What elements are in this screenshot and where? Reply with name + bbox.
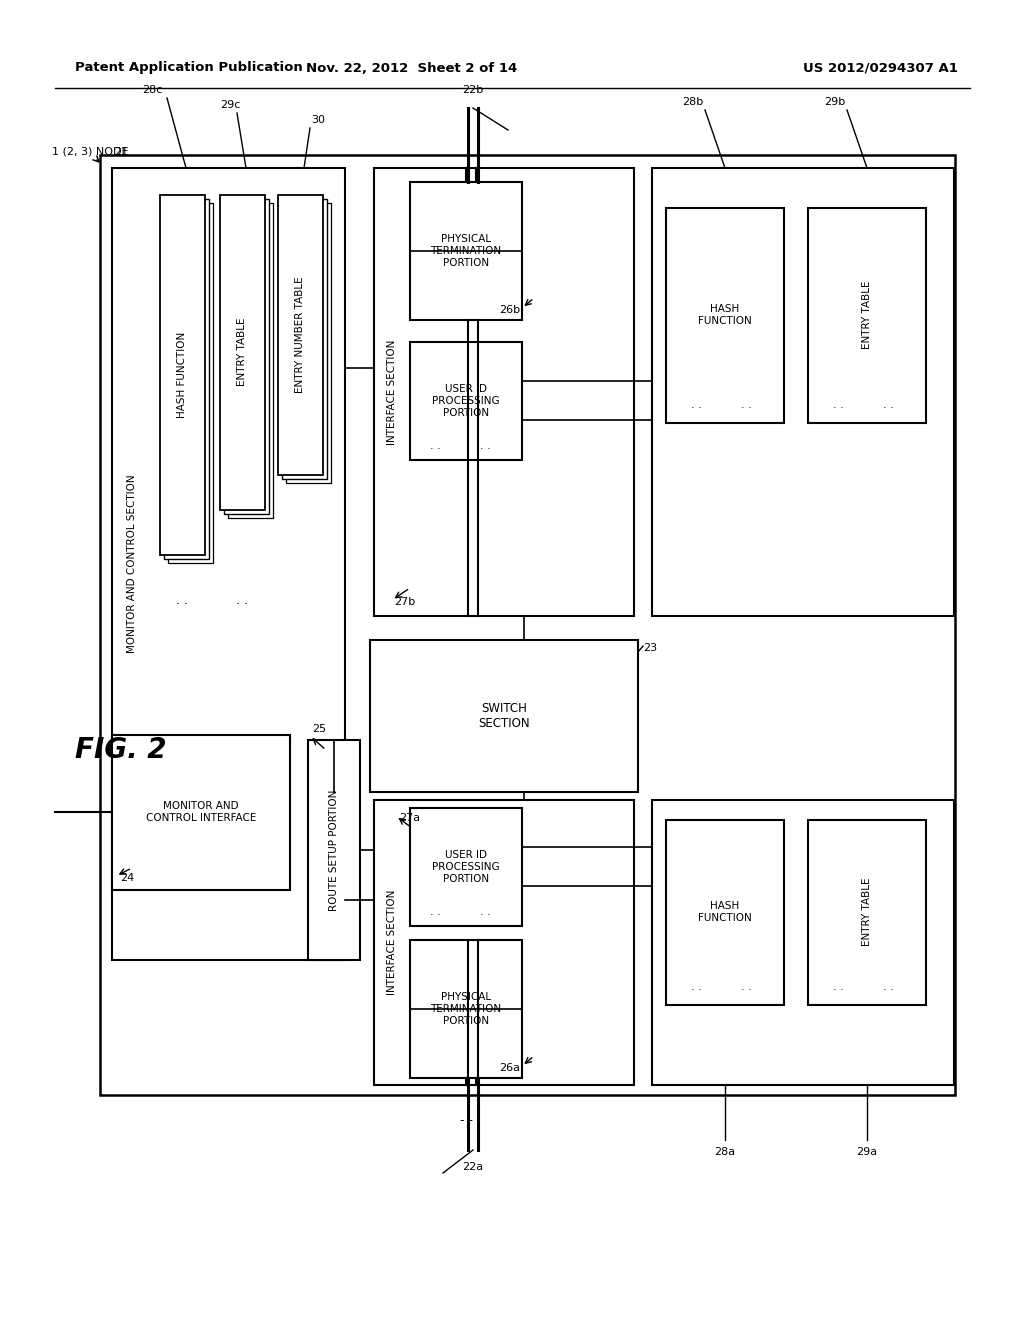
Text: ENTRY TABLE: ENTRY TABLE	[237, 318, 247, 387]
Text: . .: . .	[176, 594, 188, 606]
Bar	[652, 168, 954, 616]
Bar	[374, 168, 634, 616]
Bar	[286, 203, 331, 483]
Text: SWITCH
SECTION: SWITCH SECTION	[478, 702, 529, 730]
Bar	[224, 199, 269, 513]
Bar	[370, 640, 638, 792]
Text: MONITOR AND CONTROL SECTION: MONITOR AND CONTROL SECTION	[127, 475, 137, 653]
Text: ENTRY TABLE: ENTRY TABLE	[862, 878, 872, 946]
Text: . .: . .	[740, 400, 752, 411]
Text: 1 (2, 3) NODE: 1 (2, 3) NODE	[52, 147, 128, 157]
Bar	[410, 342, 522, 459]
Text: 25: 25	[312, 723, 326, 734]
Text: FIG. 2: FIG. 2	[75, 737, 167, 764]
Text: 23: 23	[643, 643, 657, 653]
Text: PHYSICAL
TERMINATION
PORTION: PHYSICAL TERMINATION PORTION	[430, 235, 502, 268]
Bar	[410, 940, 522, 1078]
Text: 29c: 29c	[220, 100, 241, 110]
Text: HASH
FUNCTION: HASH FUNCTION	[698, 902, 752, 923]
Bar	[808, 820, 926, 1005]
Text: . .: . .	[833, 400, 844, 411]
Text: . .: . .	[430, 907, 440, 917]
Text: 26b: 26b	[499, 305, 520, 315]
Bar	[808, 209, 926, 422]
Text: - -: - -	[460, 454, 472, 466]
Text: ROUTE SETUP PORTION: ROUTE SETUP PORTION	[329, 789, 339, 911]
Bar	[112, 735, 290, 890]
Text: Patent Application Publication: Patent Application Publication	[75, 62, 303, 74]
Text: 26a: 26a	[499, 1063, 520, 1073]
Bar	[228, 203, 273, 517]
Text: 28a: 28a	[715, 1147, 735, 1158]
Text: 28b: 28b	[682, 96, 703, 107]
Text: 27a: 27a	[399, 813, 420, 822]
Bar	[666, 820, 784, 1005]
Text: . .: . .	[430, 441, 440, 451]
Text: - -: - -	[460, 1114, 472, 1126]
Text: . .: . .	[690, 400, 701, 411]
Text: 29a: 29a	[856, 1147, 878, 1158]
Text: . .: . .	[883, 982, 893, 993]
Text: US 2012/0294307 A1: US 2012/0294307 A1	[803, 62, 957, 74]
Text: 21: 21	[114, 147, 128, 157]
Text: MONITOR AND
CONTROL INTERFACE: MONITOR AND CONTROL INTERFACE	[145, 801, 256, 822]
Text: 30: 30	[311, 115, 325, 125]
Bar	[220, 195, 265, 510]
Text: 22a: 22a	[463, 1162, 483, 1172]
Text: ENTRY NUMBER TABLE: ENTRY NUMBER TABLE	[295, 277, 305, 393]
Text: 22b: 22b	[463, 84, 483, 95]
Bar	[374, 800, 634, 1085]
Bar	[282, 199, 327, 479]
Text: Nov. 22, 2012  Sheet 2 of 14: Nov. 22, 2012 Sheet 2 of 14	[306, 62, 517, 74]
Text: ENTRY TABLE: ENTRY TABLE	[862, 281, 872, 350]
Text: INTERFACE SECTION: INTERFACE SECTION	[387, 339, 397, 445]
Text: . .: . .	[690, 982, 701, 993]
Text: 29b: 29b	[824, 96, 846, 107]
Bar	[168, 203, 213, 564]
Bar	[160, 195, 205, 554]
Bar	[100, 154, 955, 1096]
Bar	[666, 209, 784, 422]
Text: 27b: 27b	[394, 597, 416, 607]
Bar	[112, 168, 345, 960]
Text: . .: . .	[833, 982, 844, 993]
Bar	[410, 182, 522, 319]
Text: HASH FUNCTION: HASH FUNCTION	[177, 331, 187, 418]
Text: USER ID
PROCESSING
PORTION: USER ID PROCESSING PORTION	[432, 850, 500, 883]
Text: . .: . .	[479, 441, 490, 451]
Text: 28c: 28c	[141, 84, 162, 95]
Text: . .: . .	[479, 907, 490, 917]
Bar	[652, 800, 954, 1085]
Text: . .: . .	[740, 982, 752, 993]
Bar	[278, 195, 323, 475]
Text: PHYSICAL
TERMINATION
PORTION: PHYSICAL TERMINATION PORTION	[430, 993, 502, 1026]
Text: HASH
FUNCTION: HASH FUNCTION	[698, 304, 752, 326]
Text: 24: 24	[120, 873, 134, 883]
Bar	[164, 199, 209, 558]
Bar	[410, 808, 522, 927]
Text: . .: . .	[236, 594, 248, 606]
Text: USER ID
PROCESSING
PORTION: USER ID PROCESSING PORTION	[432, 384, 500, 417]
Text: . .: . .	[883, 400, 893, 411]
Text: INTERFACE SECTION: INTERFACE SECTION	[387, 890, 397, 995]
Bar	[308, 741, 360, 960]
